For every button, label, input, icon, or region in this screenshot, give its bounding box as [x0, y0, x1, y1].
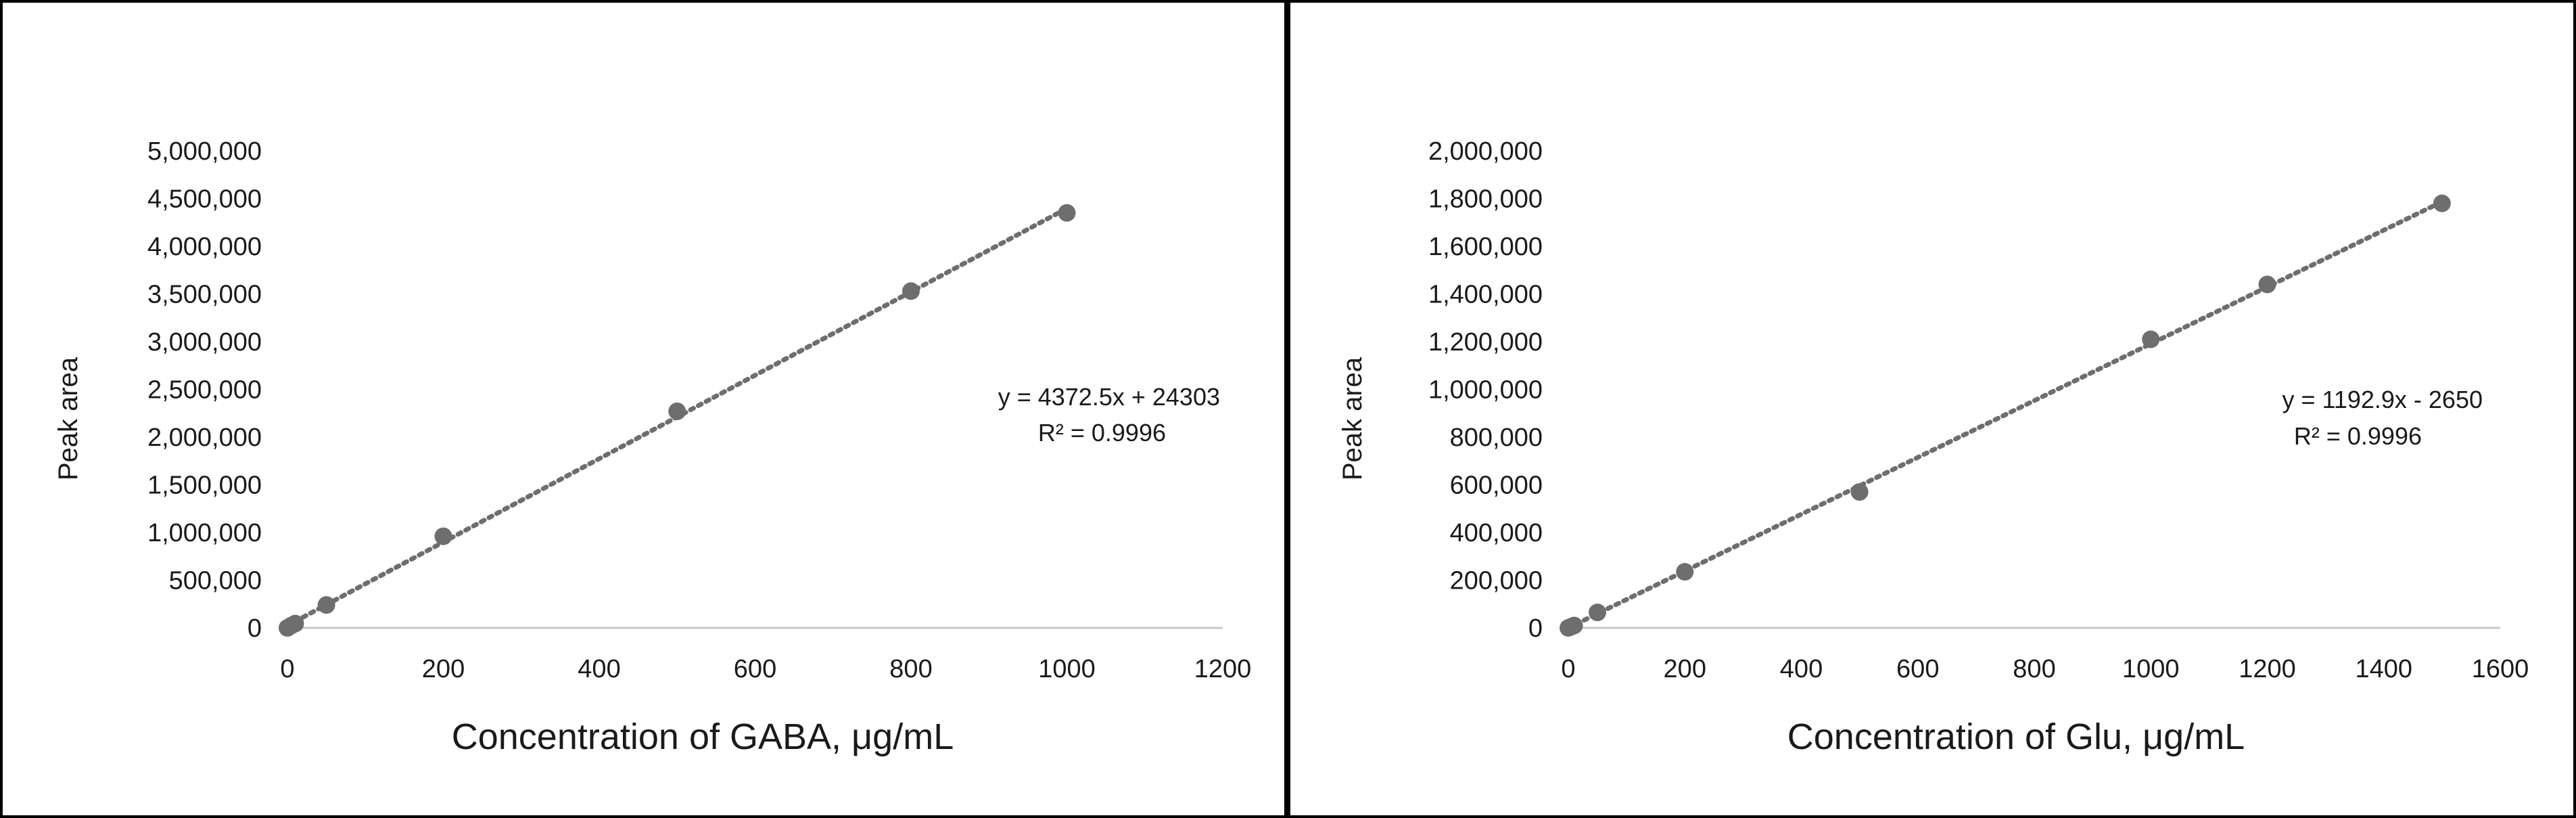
x-tick-label: 600: [734, 655, 776, 683]
data-point: [902, 282, 920, 300]
y-tick-label: 4,500,000: [147, 185, 262, 214]
data-point: [2142, 330, 2160, 348]
data-point: [1676, 563, 1694, 581]
linear-trendline: [1566, 199, 2445, 631]
data-point: [668, 402, 686, 420]
x-tick-label: 400: [1780, 655, 1823, 683]
trendline-r-squared: R² = 0.9996: [1038, 419, 1166, 447]
data-point: [1589, 604, 1607, 622]
data-point: [1058, 204, 1076, 222]
y-tick-label: 0: [248, 614, 262, 643]
data-point: [286, 614, 304, 633]
y-tick-label: 5,000,000: [147, 137, 262, 166]
x-tick-label: 200: [1664, 655, 1706, 683]
data-point: [434, 527, 452, 545]
y-tick-label: 1,800,000: [1428, 185, 1543, 214]
x-tick-label: 1200: [1194, 655, 1252, 683]
trendline-equation: y = 1192.9x - 2650: [2282, 386, 2483, 413]
x-tick-label: 1000: [1038, 655, 1096, 683]
chart-panel-glu: Peak area Concentration of Glu, μg/mL y …: [1287, 0, 2576, 818]
x-tick-label: 800: [2013, 655, 2055, 683]
y-tick-label: 2,000,000: [147, 424, 262, 452]
y-axis-title: Peak area: [1338, 357, 1367, 480]
x-tick-label: 0: [280, 655, 294, 683]
x-tick-label: 200: [422, 655, 465, 683]
y-tick-label: 400,000: [1450, 519, 1543, 547]
y-tick-label: 1,500,000: [147, 472, 262, 500]
x-tick-label: 1200: [2239, 655, 2296, 683]
data-point: [1850, 483, 1869, 501]
x-tick-label: 800: [889, 655, 932, 683]
y-tick-label: 3,500,000: [147, 281, 262, 309]
x-axis-title: Concentration of Glu, μg/mL: [1787, 717, 2245, 757]
y-tick-label: 1,200,000: [1428, 328, 1543, 357]
y-tick-label: 1,600,000: [1428, 233, 1543, 261]
y-tick-label: 800,000: [1450, 424, 1543, 452]
y-tick-label: 3,000,000: [147, 328, 262, 357]
x-tick-label: 600: [1896, 655, 1939, 683]
y-tick-label: 0: [1528, 614, 1543, 643]
y-tick-label: 1,000,000: [147, 519, 262, 547]
y-tick-label: 200,000: [1450, 567, 1543, 595]
y-tick-label: 1,000,000: [1428, 376, 1543, 405]
y-tick-label: 600,000: [1450, 472, 1543, 500]
y-tick-label: 2,500,000: [147, 376, 262, 405]
chart-panel-gaba: Peak area Concentration of GABA, μg/mL y…: [0, 0, 1287, 818]
x-tick-label: 0: [1561, 655, 1575, 683]
trendline-equation: y = 4372.5x + 24303: [998, 383, 1220, 411]
gaba-calibration-chart: Peak area Concentration of GABA, μg/mL y…: [53, 137, 1252, 757]
glu-calibration-chart: Peak area Concentration of Glu, μg/mL y …: [1338, 137, 2529, 757]
data-point: [1565, 616, 1583, 635]
x-tick-label: 1000: [2122, 655, 2180, 683]
x-tick-label: 1400: [2355, 655, 2412, 683]
data-point: [2258, 275, 2276, 294]
y-axis-title: Peak area: [53, 357, 83, 480]
x-tick-label: 1600: [2472, 655, 2529, 683]
data-point: [317, 596, 335, 614]
trendline-r-squared: R² = 0.9996: [2294, 422, 2422, 450]
y-tick-label: 500,000: [169, 567, 262, 595]
x-axis-title: Concentration of GABA, μg/mL: [452, 717, 954, 757]
y-tick-label: 1,400,000: [1428, 281, 1543, 309]
y-tick-label: 4,000,000: [147, 233, 262, 261]
data-point: [2433, 194, 2451, 212]
x-tick-label: 400: [578, 655, 620, 683]
y-tick-label: 2,000,000: [1428, 137, 1543, 166]
